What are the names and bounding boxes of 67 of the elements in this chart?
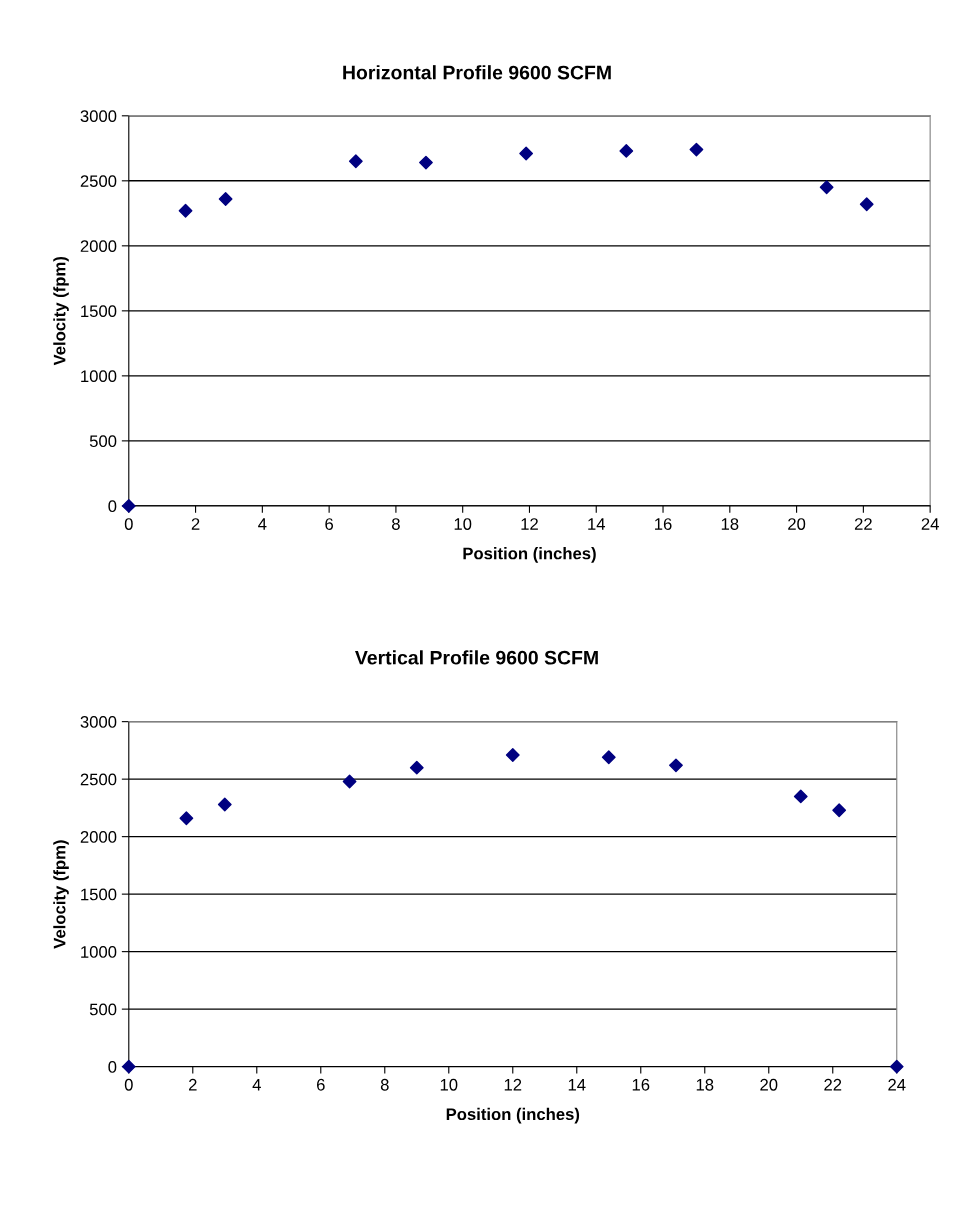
x-tick-label: 4 xyxy=(252,1079,261,1091)
y-tick-label: 1000 xyxy=(81,370,117,383)
x-tick-label: 4 xyxy=(258,518,267,530)
point xyxy=(689,142,704,157)
x-tick-label: 14 xyxy=(568,1079,586,1091)
x-tick-label: 22 xyxy=(824,1078,842,1091)
x-tick-label: 8 xyxy=(380,1078,389,1091)
y-axis-title: Velocity (fpm) xyxy=(53,840,69,949)
y-tick-label: 0 xyxy=(108,500,117,513)
point xyxy=(179,811,194,826)
point xyxy=(348,154,363,169)
point xyxy=(217,797,232,812)
x-tick-label: 2 xyxy=(188,1078,197,1091)
point xyxy=(669,758,683,773)
x-tick-label: 16 xyxy=(632,1078,650,1091)
y-tick-label: 2000 xyxy=(80,831,117,843)
x-tick-label: 18 xyxy=(696,1078,714,1091)
y-tick-label: 2500 xyxy=(80,773,117,786)
chart-title: Vertical Profile 9600 SCFM xyxy=(355,650,598,665)
point xyxy=(619,144,634,158)
x-tick-label: 10 xyxy=(440,1078,458,1091)
x-tick-label: 6 xyxy=(316,1078,325,1091)
y-tick-label: 3000 xyxy=(80,716,117,728)
x-tick-label: 20 xyxy=(760,1078,778,1091)
point xyxy=(793,789,808,804)
x-tick-label: 12 xyxy=(504,1078,522,1091)
x-tick-label: 24 xyxy=(888,1078,906,1091)
point xyxy=(505,748,520,762)
x-tick-label: 0 xyxy=(124,518,133,530)
point xyxy=(889,1059,904,1074)
x-tick-label: 18 xyxy=(721,518,739,530)
y-tick-label: 1500 xyxy=(81,305,117,318)
x-tick-label: 16 xyxy=(655,518,672,530)
x-tick-label: 2 xyxy=(191,518,200,530)
y-tick-label: 500 xyxy=(89,1003,117,1016)
y-tick-label: 3000 xyxy=(80,110,117,123)
point xyxy=(121,1059,136,1074)
y-tick-label: 2500 xyxy=(80,175,117,188)
point xyxy=(121,498,136,513)
point xyxy=(409,760,424,775)
point xyxy=(832,803,847,818)
chart-title: Horizontal Profile 9600 SCFM xyxy=(343,65,611,80)
y-tick-label: 2000 xyxy=(80,240,117,253)
point xyxy=(819,180,834,195)
x-axis-title: Position (inches) xyxy=(446,1107,580,1124)
point xyxy=(601,750,616,765)
x-tick-label: 10 xyxy=(454,518,472,530)
x-tick-label: 8 xyxy=(392,518,400,530)
y-axis-title: Velocity (fpm) xyxy=(53,257,69,366)
x-tick-label: 22 xyxy=(854,518,872,530)
point xyxy=(859,197,874,212)
point xyxy=(218,192,233,206)
point xyxy=(419,155,433,170)
y-tick-label: 1500 xyxy=(81,888,117,901)
point xyxy=(342,774,357,789)
y-tick-label: 500 xyxy=(89,435,117,448)
x-tick-label: 0 xyxy=(124,1078,133,1091)
x-axis-title: Position (inches) xyxy=(463,547,596,563)
x-tick-label: 14 xyxy=(588,518,606,530)
x-tick-label: 6 xyxy=(325,518,334,530)
x-tick-label: 20 xyxy=(788,518,806,530)
y-tick-label: 1000 xyxy=(81,946,117,958)
point xyxy=(519,146,534,161)
x-tick-label: 24 xyxy=(921,518,939,530)
x-tick-label: 12 xyxy=(521,518,538,530)
point xyxy=(178,203,193,218)
y-tick-label: 0 xyxy=(108,1061,117,1073)
